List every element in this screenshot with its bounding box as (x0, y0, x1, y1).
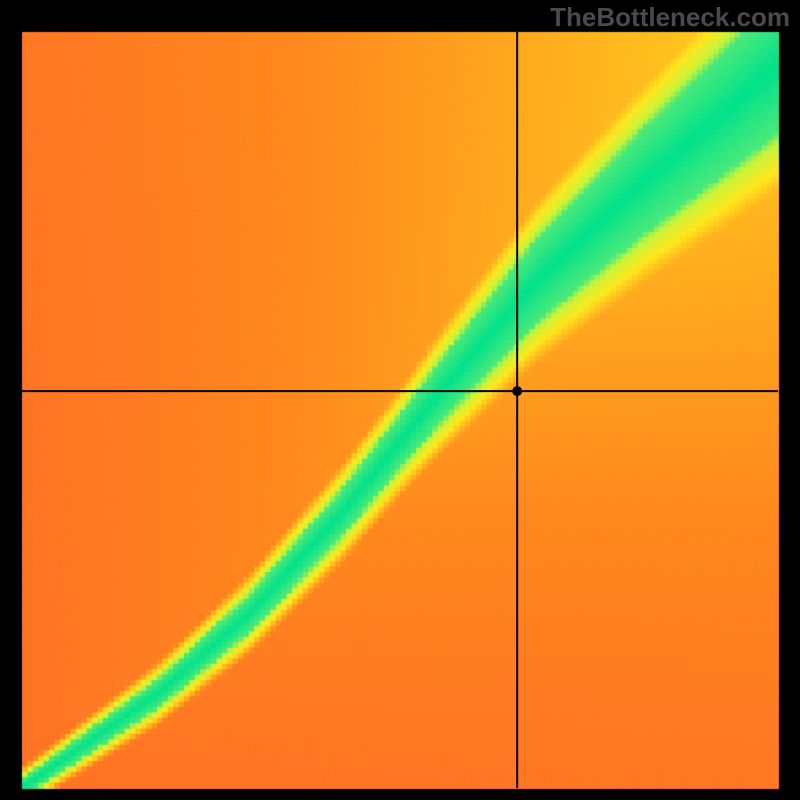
chart-container: TheBottleneck.com (0, 0, 800, 800)
watermark-text: TheBottleneck.com (550, 2, 790, 33)
bottleneck-heatmap (0, 0, 800, 800)
